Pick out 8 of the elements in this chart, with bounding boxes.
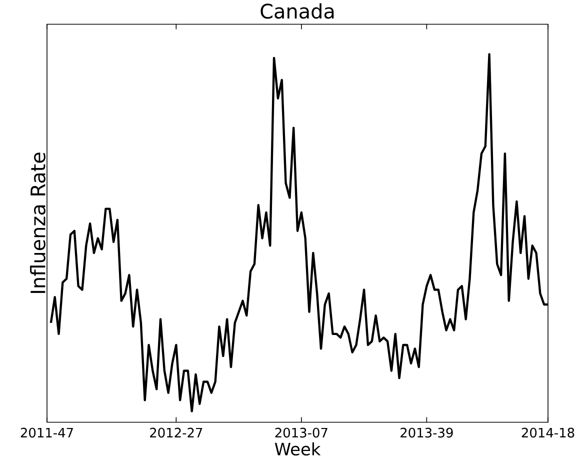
x-tick-label: 2013-39 — [400, 428, 453, 438]
y-axis-title: Influenza Rate — [30, 152, 46, 293]
x-axis-title: Week — [274, 442, 321, 456]
x-tick-label: 2014-18 — [522, 428, 574, 438]
x-tick-label: 2012-27 — [150, 428, 202, 438]
x-tick-label: 2011-47 — [20, 428, 73, 438]
x-tick-label: 2013-07 — [275, 428, 328, 438]
chart-title: Canada — [260, 3, 334, 19]
